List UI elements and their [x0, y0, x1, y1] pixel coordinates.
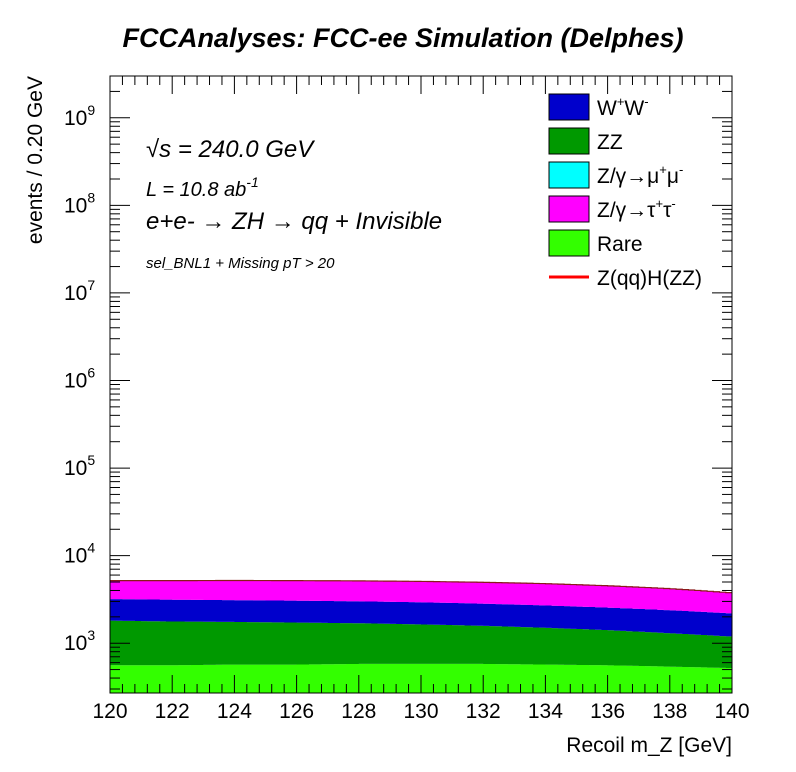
axes: 120 122 124 126 128 130 132 134 136 138 140 103 104 1…: [64, 75, 750, 723]
legend-label: Z(qq)H(ZZ): [597, 267, 702, 290]
stack-top-outline: [110, 579, 732, 594]
x-tick-label: 136: [590, 700, 625, 723]
y-axis-label: events / 0.20 GeV: [24, 76, 47, 244]
x-tick-label: 132: [466, 700, 501, 723]
x-tick-label: 138: [652, 700, 687, 723]
legend-swatch: [548, 127, 590, 155]
x-tick-label: 126: [279, 700, 314, 723]
selection-annotation: sel_BNL1 + Missing pT > 20: [146, 255, 335, 272]
series-3-area: [110, 599, 732, 637]
x-tick-label: 120: [92, 700, 127, 723]
y-tick-label: 108: [64, 189, 95, 217]
legend-swatch: [548, 161, 590, 189]
y-tick-label: 104: [64, 540, 95, 568]
legend-swatch: [548, 229, 590, 257]
process-annotation: e+e- → ZH → qq + Invisible: [146, 208, 442, 235]
x-tick-label: 140: [714, 700, 749, 723]
chart-title: FCCAnalyses: FCC-ee Simulation (Delphes): [122, 23, 683, 53]
legend-swatch: [548, 93, 590, 121]
y-tick-label: 109: [64, 102, 95, 130]
legend-swatch: [548, 195, 590, 223]
series-2-area: [110, 620, 732, 669]
legend-label: Rare: [597, 233, 643, 256]
legend: W+W- ZZ Z/γ→μ+μ- Z/γ→τ+τ- Rare Z(qq)H(ZZ): [548, 93, 702, 290]
sqrt-s-annotation: √s = 240.0 GeV: [146, 136, 315, 163]
x-tick-label: 130: [403, 700, 438, 723]
plot-area: [110, 579, 732, 693]
y-tick-label: 106: [64, 364, 95, 392]
legend-label: ZZ: [597, 131, 623, 154]
x-tick-label: 134: [528, 700, 563, 723]
x-axis-label: Recoil m_Z [GeV]: [566, 734, 732, 757]
y-tick-label: 103: [64, 627, 95, 655]
y-tick-label: 107: [64, 277, 95, 305]
luminosity-annotation: L = 10.8 ab-1: [146, 174, 259, 201]
y-tick-label: 105: [64, 452, 95, 480]
legend-label: Z/γ→μ+μ-: [597, 162, 683, 188]
x-tick-label: 128: [341, 700, 376, 723]
series-4-area: [110, 580, 732, 614]
legend-label: W+W-: [597, 94, 649, 120]
x-tick-label: 124: [217, 700, 252, 723]
legend-label: Z/γ→τ+τ-: [597, 196, 676, 222]
annotations: √s = 240.0 GeV L = 10.8 ab-1 e+e- → ZH →…: [146, 136, 442, 272]
x-tick-label: 122: [155, 700, 190, 723]
luminosity-unit-exponent: -1: [246, 174, 258, 190]
luminosity-text: L = 10.8 ab: [146, 179, 246, 201]
